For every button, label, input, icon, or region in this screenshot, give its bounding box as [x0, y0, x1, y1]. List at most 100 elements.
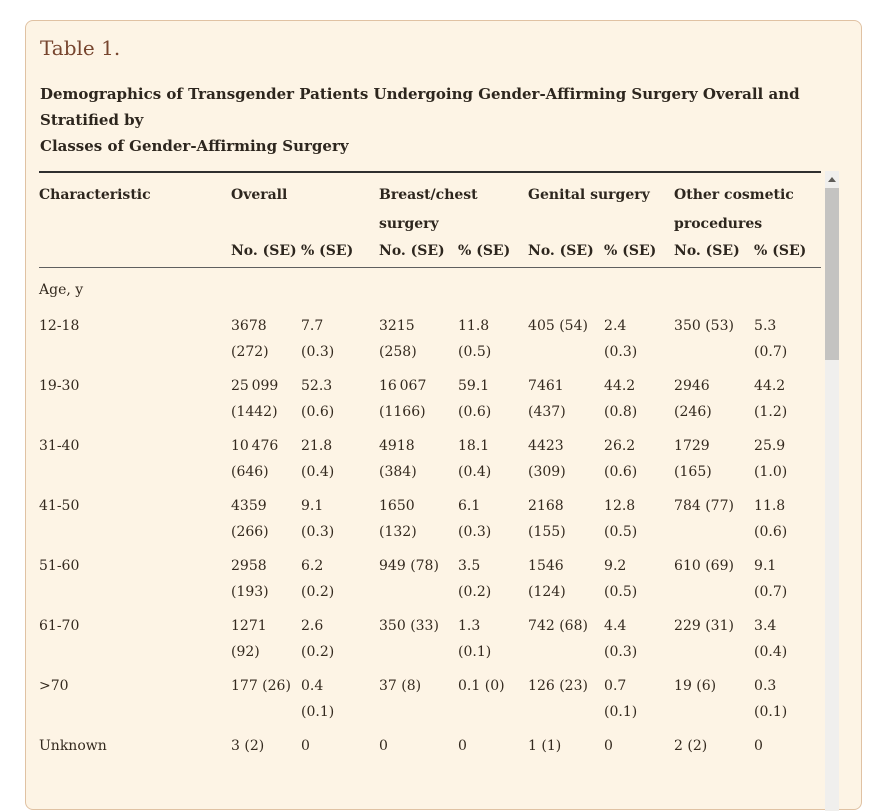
- group-header-breast-chest-surgery: Breast/chest surgery: [379, 187, 478, 232]
- table-caption: Demographics of Transgender Patients Und…: [40, 85, 800, 155]
- data-cell: 7461 (437): [528, 378, 566, 420]
- table-row: 31-40 10 476 (646) 21.8 (0.4) 4918 (384) 18.…: [39, 429, 821, 489]
- table-row: 51-60 2958 (193) 6.2 (0.2) 949 (78) 3.5 (0.2…: [39, 549, 821, 609]
- subheader-pct-se: % (SE): [301, 239, 380, 268]
- group-header-other-cosmetic-procedures: Other cosmetic procedures: [674, 187, 794, 232]
- data-cell: 11.8 (0.6): [754, 498, 788, 540]
- data-cell: 9.1 (0.7): [754, 558, 788, 600]
- data-cell: 229 (31): [674, 618, 734, 634]
- data-cell: 25.9 (1.0): [754, 438, 788, 480]
- data-cell: 784 (77): [674, 498, 734, 514]
- data-cell: 26.2 (0.6): [604, 438, 638, 480]
- data-cell: 742 (68): [528, 618, 588, 634]
- table-row: Age, y: [39, 268, 821, 310]
- up-arrow-icon: [828, 177, 836, 182]
- header-sub-row: No. (SE) % (SE) No. (SE) % (SE) No. (SE)…: [39, 239, 822, 268]
- subheader-pct-se: % (SE): [754, 239, 822, 268]
- subheader-pct-se: % (SE): [458, 239, 529, 268]
- data-cell: 1271 (92): [231, 618, 267, 660]
- data-cell: 10 476 (646): [231, 438, 279, 480]
- table-card: Table 1. Demographics of Transgender Pat…: [25, 20, 862, 811]
- row-label-cell: Unknown: [39, 738, 107, 754]
- characteristic-header: Characteristic: [39, 187, 151, 203]
- data-cell: 16 067 (1166): [379, 378, 427, 420]
- data-cell: 44.2 (1.2): [754, 378, 788, 420]
- row-label-cell: 19-30: [39, 378, 80, 394]
- subheader-no-se: No. (SE): [379, 239, 459, 268]
- empty-subheader-cell: [39, 239, 231, 268]
- table-body: Age, y 12-18 3678 (272) 7.7 (0.3) 3215 (258)…: [39, 268, 821, 764]
- row-label-cell: 12-18: [39, 318, 80, 334]
- group-header-overall: Overall: [231, 187, 288, 203]
- data-cell: 5.3 (0.7): [754, 318, 788, 360]
- vertical-scrollbar[interactable]: [825, 171, 839, 811]
- data-cell: 0.4 (0.1): [301, 678, 335, 720]
- scrollbar-up-button[interactable]: [825, 171, 839, 188]
- data-cell: 59.1 (0.6): [458, 378, 492, 420]
- data-cell: 3215 (258): [379, 318, 417, 360]
- data-cell: 9.2 (0.5): [604, 558, 638, 600]
- data-cell: 3.5 (0.2): [458, 558, 492, 600]
- row-label-cell: 61-70: [39, 618, 80, 634]
- data-cell: 2.6 (0.2): [301, 618, 335, 660]
- table-row: Unknown 3 (2) 0 0 0 1 (1) 0 2 (2) 0: [39, 729, 821, 763]
- data-cell: 1.3 (0.1): [458, 618, 492, 660]
- data-cell: 0: [754, 738, 763, 754]
- data-cell: 4.4 (0.3): [604, 618, 638, 660]
- data-cell: 21.8 (0.4): [301, 438, 335, 480]
- table-row: >70 177 (26) 0.4 (0.1) 37 (8) 0.1 (0) 126 (23…: [39, 669, 821, 729]
- section-label: Age, y: [39, 282, 84, 298]
- data-cell: 52.3 (0.6): [301, 378, 335, 420]
- subheader-pct-se: % (SE): [604, 239, 675, 268]
- data-cell: 1729 (165): [674, 438, 712, 480]
- row-label-cell: 31-40: [39, 438, 80, 454]
- demographics-table: Characteristic Overall Breast/chest surg…: [39, 171, 822, 764]
- data-cell: 177 (26): [231, 678, 291, 694]
- data-cell: 3.4 (0.4): [754, 618, 788, 660]
- table-number: Table 1.: [40, 36, 121, 60]
- data-cell: 610 (69): [674, 558, 734, 574]
- data-cell: 0: [458, 738, 467, 754]
- data-cell: 0: [301, 738, 310, 754]
- data-cell: 1 (1): [528, 738, 562, 754]
- data-cell: 2946 (246): [674, 378, 712, 420]
- data-cell: 1546 (124): [528, 558, 566, 600]
- data-cell: 2958 (193): [231, 558, 269, 600]
- subheader-no-se: No. (SE): [674, 239, 755, 268]
- data-cell: 18.1 (0.4): [458, 438, 492, 480]
- data-cell: 0: [379, 738, 388, 754]
- data-cell: 19 (6): [674, 678, 717, 694]
- data-cell: 6.2 (0.2): [301, 558, 335, 600]
- data-cell: 12.8 (0.5): [604, 498, 638, 540]
- group-header-genital-surgery: Genital surgery: [528, 187, 650, 203]
- data-cell: 44.2 (0.8): [604, 378, 638, 420]
- data-cell: 0.7 (0.1): [604, 678, 638, 720]
- header-group-row: Characteristic Overall Breast/chest surg…: [39, 172, 821, 239]
- data-cell: 2 (2): [674, 738, 708, 754]
- data-cell: 4918 (384): [379, 438, 417, 480]
- data-cell: 2.4 (0.3): [604, 318, 638, 360]
- data-cell: 3678 (272): [231, 318, 269, 360]
- row-label-cell: 51-60: [39, 558, 80, 574]
- subheader-no-se: No. (SE): [231, 239, 301, 268]
- row-label-cell: >70: [39, 678, 69, 694]
- data-cell: 9.1 (0.3): [301, 498, 335, 540]
- data-cell: 949 (78): [379, 558, 439, 574]
- table-scroll-area[interactable]: Characteristic Overall Breast/chest surg…: [39, 171, 839, 811]
- data-cell: 25 099 (1442): [231, 378, 279, 420]
- subheader-no-se: No. (SE): [528, 239, 605, 268]
- data-cell: 0: [604, 738, 613, 754]
- scrollbar-thumb[interactable]: [825, 188, 839, 360]
- data-cell: 350 (53): [674, 318, 734, 334]
- data-cell: 126 (23): [528, 678, 588, 694]
- data-cell: 0.3 (0.1): [754, 678, 788, 720]
- data-cell: 350 (33): [379, 618, 439, 634]
- data-cell: 7.7 (0.3): [301, 318, 335, 360]
- data-cell: 1650 (132): [379, 498, 417, 540]
- data-cell: 4423 (309): [528, 438, 566, 480]
- data-cell: 405 (54): [528, 318, 588, 334]
- data-cell: 2168 (155): [528, 498, 566, 540]
- table-row: 61-70 1271 (92) 2.6 (0.2) 350 (33) 1.3 (0.1)…: [39, 609, 821, 669]
- row-label-cell: 41-50: [39, 498, 80, 514]
- table-row: 19-30 25 099 (1442) 52.3 (0.6) 16 067 (1166…: [39, 369, 821, 429]
